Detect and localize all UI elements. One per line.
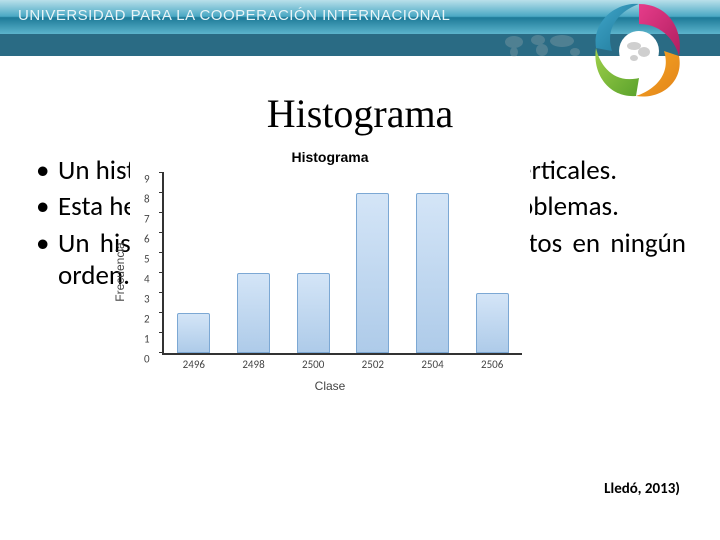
- chart-ylabel: Frecuencia: [113, 242, 127, 301]
- xtick: 2500: [302, 358, 324, 371]
- content-area: Un histograma es un diagrama de barras v…: [0, 155, 720, 293]
- xtick: 2506: [481, 358, 503, 371]
- ytick: 4: [144, 273, 150, 286]
- bar: [476, 293, 509, 353]
- ytick: 9: [144, 173, 150, 186]
- bar: [416, 193, 449, 353]
- xtick: 2496: [183, 358, 205, 371]
- ytick: 8: [144, 193, 150, 206]
- ytick: 1: [144, 333, 150, 346]
- chart-area: Frecuencia 01234567892496249825002502250…: [130, 167, 530, 377]
- uci-logo-icon: [584, 0, 694, 106]
- chart-title: Histograma: [130, 149, 530, 165]
- bar: [237, 273, 270, 353]
- chart-plot: 0123456789249624982500250225042506: [162, 173, 522, 355]
- bar: [297, 273, 330, 353]
- chart-xlabel: Clase: [130, 379, 530, 393]
- bar: [356, 193, 389, 353]
- histogram-chart: Histograma Frecuencia 012345678924962498…: [130, 149, 530, 409]
- ytick: 2: [144, 313, 150, 326]
- ytick: 6: [144, 233, 150, 246]
- citation: Lledó, 2013): [604, 480, 680, 498]
- worldmap-icon: [500, 30, 590, 60]
- xtick: 2504: [421, 358, 443, 371]
- org-name: UNIVERSIDAD PARA LA COOPERACIÓN INTERNAC…: [18, 7, 450, 24]
- ytick: 5: [144, 253, 150, 266]
- xtick: 2498: [242, 358, 264, 371]
- header: UNIVERSIDAD PARA LA COOPERACIÓN INTERNAC…: [0, 0, 720, 60]
- xtick: 2502: [362, 358, 384, 371]
- ytick: 7: [144, 213, 150, 226]
- bar: [177, 313, 210, 353]
- ytick: 3: [144, 293, 150, 306]
- ytick: 0: [144, 353, 150, 366]
